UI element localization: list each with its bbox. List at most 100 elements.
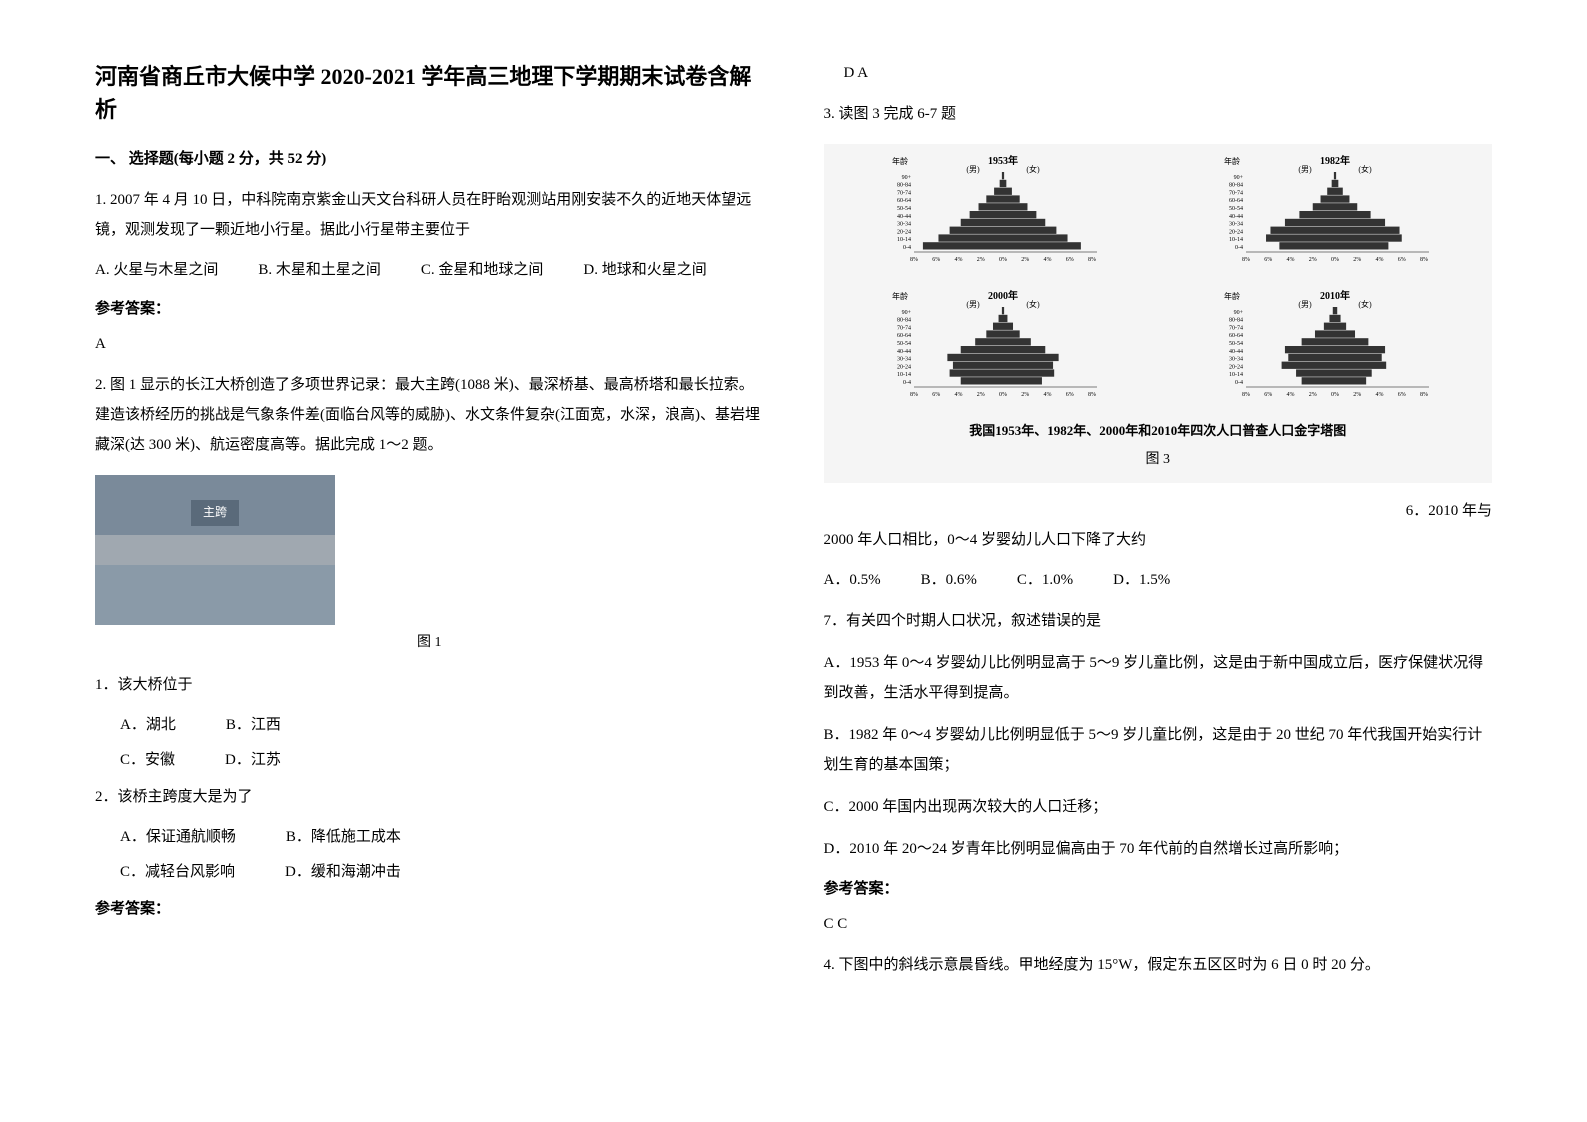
svg-text:(女): (女): [1026, 299, 1040, 309]
q2-sub1-options-1: A．湖北 B．江西: [95, 712, 764, 739]
svg-text:(女): (女): [1026, 164, 1040, 174]
pyramid-2010: 年龄2010年(男)(女)90+80-8470-7460-6450-5440-4…: [1165, 289, 1482, 409]
svg-text:6%: 6%: [1264, 257, 1272, 263]
svg-text:60-64: 60-64: [897, 198, 911, 204]
svg-text:2000年: 2000年: [988, 289, 1018, 302]
pyramid-grid: 年龄1953年(男)(女)90+80-8470-7460-6450-5440-4…: [834, 154, 1483, 409]
svg-text:50-54: 50-54: [1229, 206, 1243, 212]
q2-answer-label: 参考答案：: [95, 896, 764, 923]
pyramid-1953-svg: 年龄1953年(男)(女)90+80-8470-7460-6450-5440-4…: [882, 154, 1102, 264]
left-column: 河南省商丘市大候中学 2020-2021 学年高三地理下学期期末试卷含解析 一、…: [95, 60, 764, 992]
q3-answer-label: 参考答案：: [824, 876, 1493, 903]
q1-answer: A: [95, 331, 764, 358]
svg-text:4%: 4%: [1043, 257, 1051, 263]
svg-text:80-84: 80-84: [897, 318, 911, 324]
svg-text:(男): (男): [966, 165, 980, 174]
q1-optD: D. 地球和火星之间: [583, 257, 706, 284]
q1-answer-label: 参考答案：: [95, 296, 764, 323]
q1-optA: A. 火星与木星之间: [95, 257, 218, 284]
svg-text:8%: 8%: [1420, 392, 1428, 398]
q2-intro: 2. 图 1 显示的长江大桥创造了多项世界记录：最大主跨(1088 米)、最深桥…: [95, 370, 764, 460]
svg-text:1982年: 1982年: [1320, 154, 1350, 167]
svg-text:4%: 4%: [1043, 392, 1051, 398]
right-column: D A 3. 读图 3 完成 6-7 题 年龄1953年(男)(女)90+80-…: [824, 60, 1493, 992]
exam-page: 河南省商丘市大候中学 2020-2021 学年高三地理下学期期末试卷含解析 一、…: [95, 60, 1492, 992]
svg-text:90+: 90+: [901, 175, 911, 181]
svg-text:2%: 2%: [977, 257, 985, 263]
svg-text:2%: 2%: [1021, 257, 1029, 263]
pyramid-caption: 我国1953年、1982年、2000年和2010年四次人口普查人口金字塔图: [834, 419, 1483, 442]
q3-intro: 3. 读图 3 完成 6-7 题: [824, 99, 1493, 129]
svg-text:0%: 0%: [1331, 392, 1339, 398]
figure-3-caption: 图 3: [834, 447, 1483, 472]
q3-sub7-optA: A．1953 年 0～4 岁婴幼儿比例明显高于 5～9 岁儿童比例，这是由于新中…: [824, 648, 1493, 708]
svg-text:8%: 8%: [1242, 257, 1250, 263]
svg-text:4%: 4%: [1286, 392, 1294, 398]
svg-text:30-34: 30-34: [1229, 357, 1243, 363]
q3-sub7-optD: D．2010 年 20～24 岁青年比例明显偏高由于 70 年代前的自然增长过高…: [824, 834, 1493, 864]
svg-text:80-84: 80-84: [897, 183, 911, 189]
svg-text:6%: 6%: [1397, 392, 1405, 398]
svg-text:50-54: 50-54: [1229, 341, 1243, 347]
svg-text:4%: 4%: [1375, 257, 1383, 263]
svg-text:0%: 0%: [999, 392, 1007, 398]
q2-sub1-optC: C．安徽: [120, 747, 175, 774]
q2-sub1-optB: B．江西: [226, 712, 281, 739]
exam-title: 河南省商丘市大候中学 2020-2021 学年高三地理下学期期末试卷含解析: [95, 60, 764, 126]
svg-text:年龄: 年龄: [1224, 156, 1240, 166]
svg-text:10-14: 10-14: [897, 237, 911, 243]
q1-options: A. 火星与木星之间 B. 木星和土星之间 C. 金星和地球之间 D. 地球和火…: [95, 257, 764, 284]
bridge-image: 主跨: [95, 475, 335, 625]
q2-sub2-text: 2．该桥主跨度大是为了: [95, 782, 764, 812]
q1-optB: B. 木星和土星之间: [258, 257, 381, 284]
pyramid-figure: 年龄1953年(男)(女)90+80-8470-7460-6450-5440-4…: [824, 144, 1493, 483]
q3-sub6-optC: C．1.0%: [1017, 567, 1073, 594]
svg-text:40-44: 40-44: [1229, 214, 1243, 220]
svg-text:20-24: 20-24: [1229, 364, 1243, 370]
q3-sub7-optC: C．2000 年国内出现两次较大的人口迁移；: [824, 792, 1493, 822]
pyramid-2010-svg: 年龄2010年(男)(女)90+80-8470-7460-6450-5440-4…: [1214, 289, 1434, 399]
svg-text:80-84: 80-84: [1229, 183, 1243, 189]
svg-text:90+: 90+: [1233, 310, 1243, 316]
svg-text:(男): (男): [1298, 300, 1312, 309]
q3-sub6-optD: D．1.5%: [1113, 567, 1170, 594]
svg-text:30-34: 30-34: [1229, 222, 1243, 228]
q4-text: 4. 下图中的斜线示意晨昏线。甲地经度为 15°W，假定东五区区时为 6 日 0…: [824, 950, 1493, 980]
svg-text:8%: 8%: [1242, 392, 1250, 398]
figure-1: 主跨 图 1: [95, 475, 764, 655]
q2-sub1-optA: A．湖北: [120, 712, 176, 739]
q2-sub2-optA: A．保证通航顺畅: [120, 824, 236, 851]
svg-text:2%: 2%: [1021, 392, 1029, 398]
svg-text:0-4: 0-4: [903, 245, 911, 251]
svg-text:0-4: 0-4: [1235, 380, 1243, 386]
svg-text:10-14: 10-14: [1229, 372, 1243, 378]
svg-text:50-54: 50-54: [897, 206, 911, 212]
svg-text:60-64: 60-64: [1229, 333, 1243, 339]
svg-text:4%: 4%: [954, 392, 962, 398]
svg-text:2010年: 2010年: [1320, 289, 1350, 302]
section-header: 一、 选择题(每小题 2 分，共 52 分): [95, 146, 764, 173]
svg-text:90+: 90+: [1233, 175, 1243, 181]
svg-text:40-44: 40-44: [1229, 349, 1243, 355]
svg-text:70-74: 70-74: [1229, 190, 1243, 196]
q2-sub2-optD: D．缓和海潮冲击: [285, 859, 401, 886]
svg-text:70-74: 70-74: [1229, 325, 1243, 331]
svg-text:8%: 8%: [1088, 392, 1096, 398]
svg-text:1953年: 1953年: [988, 154, 1018, 167]
svg-text:10-14: 10-14: [1229, 237, 1243, 243]
svg-text:年龄: 年龄: [892, 291, 908, 301]
svg-text:2%: 2%: [1308, 257, 1316, 263]
q2-sub2-optC: C．减轻台风影响: [120, 859, 235, 886]
svg-text:0%: 0%: [1331, 257, 1339, 263]
svg-text:(女): (女): [1358, 299, 1372, 309]
svg-text:30-34: 30-34: [897, 357, 911, 363]
svg-text:80-84: 80-84: [1229, 318, 1243, 324]
svg-text:8%: 8%: [910, 392, 918, 398]
svg-text:年龄: 年龄: [892, 156, 908, 166]
q3-sub6-prefix: 6．2010 年与: [824, 498, 1493, 525]
svg-text:6%: 6%: [1397, 257, 1405, 263]
q2-sub2-options-1: A．保证通航顺畅 B．降低施工成本: [95, 824, 764, 851]
svg-text:90+: 90+: [901, 310, 911, 316]
pyramid-1982-svg: 年龄1982年(男)(女)90+80-8470-7460-6450-5440-4…: [1214, 154, 1434, 264]
svg-text:6%: 6%: [1264, 392, 1272, 398]
